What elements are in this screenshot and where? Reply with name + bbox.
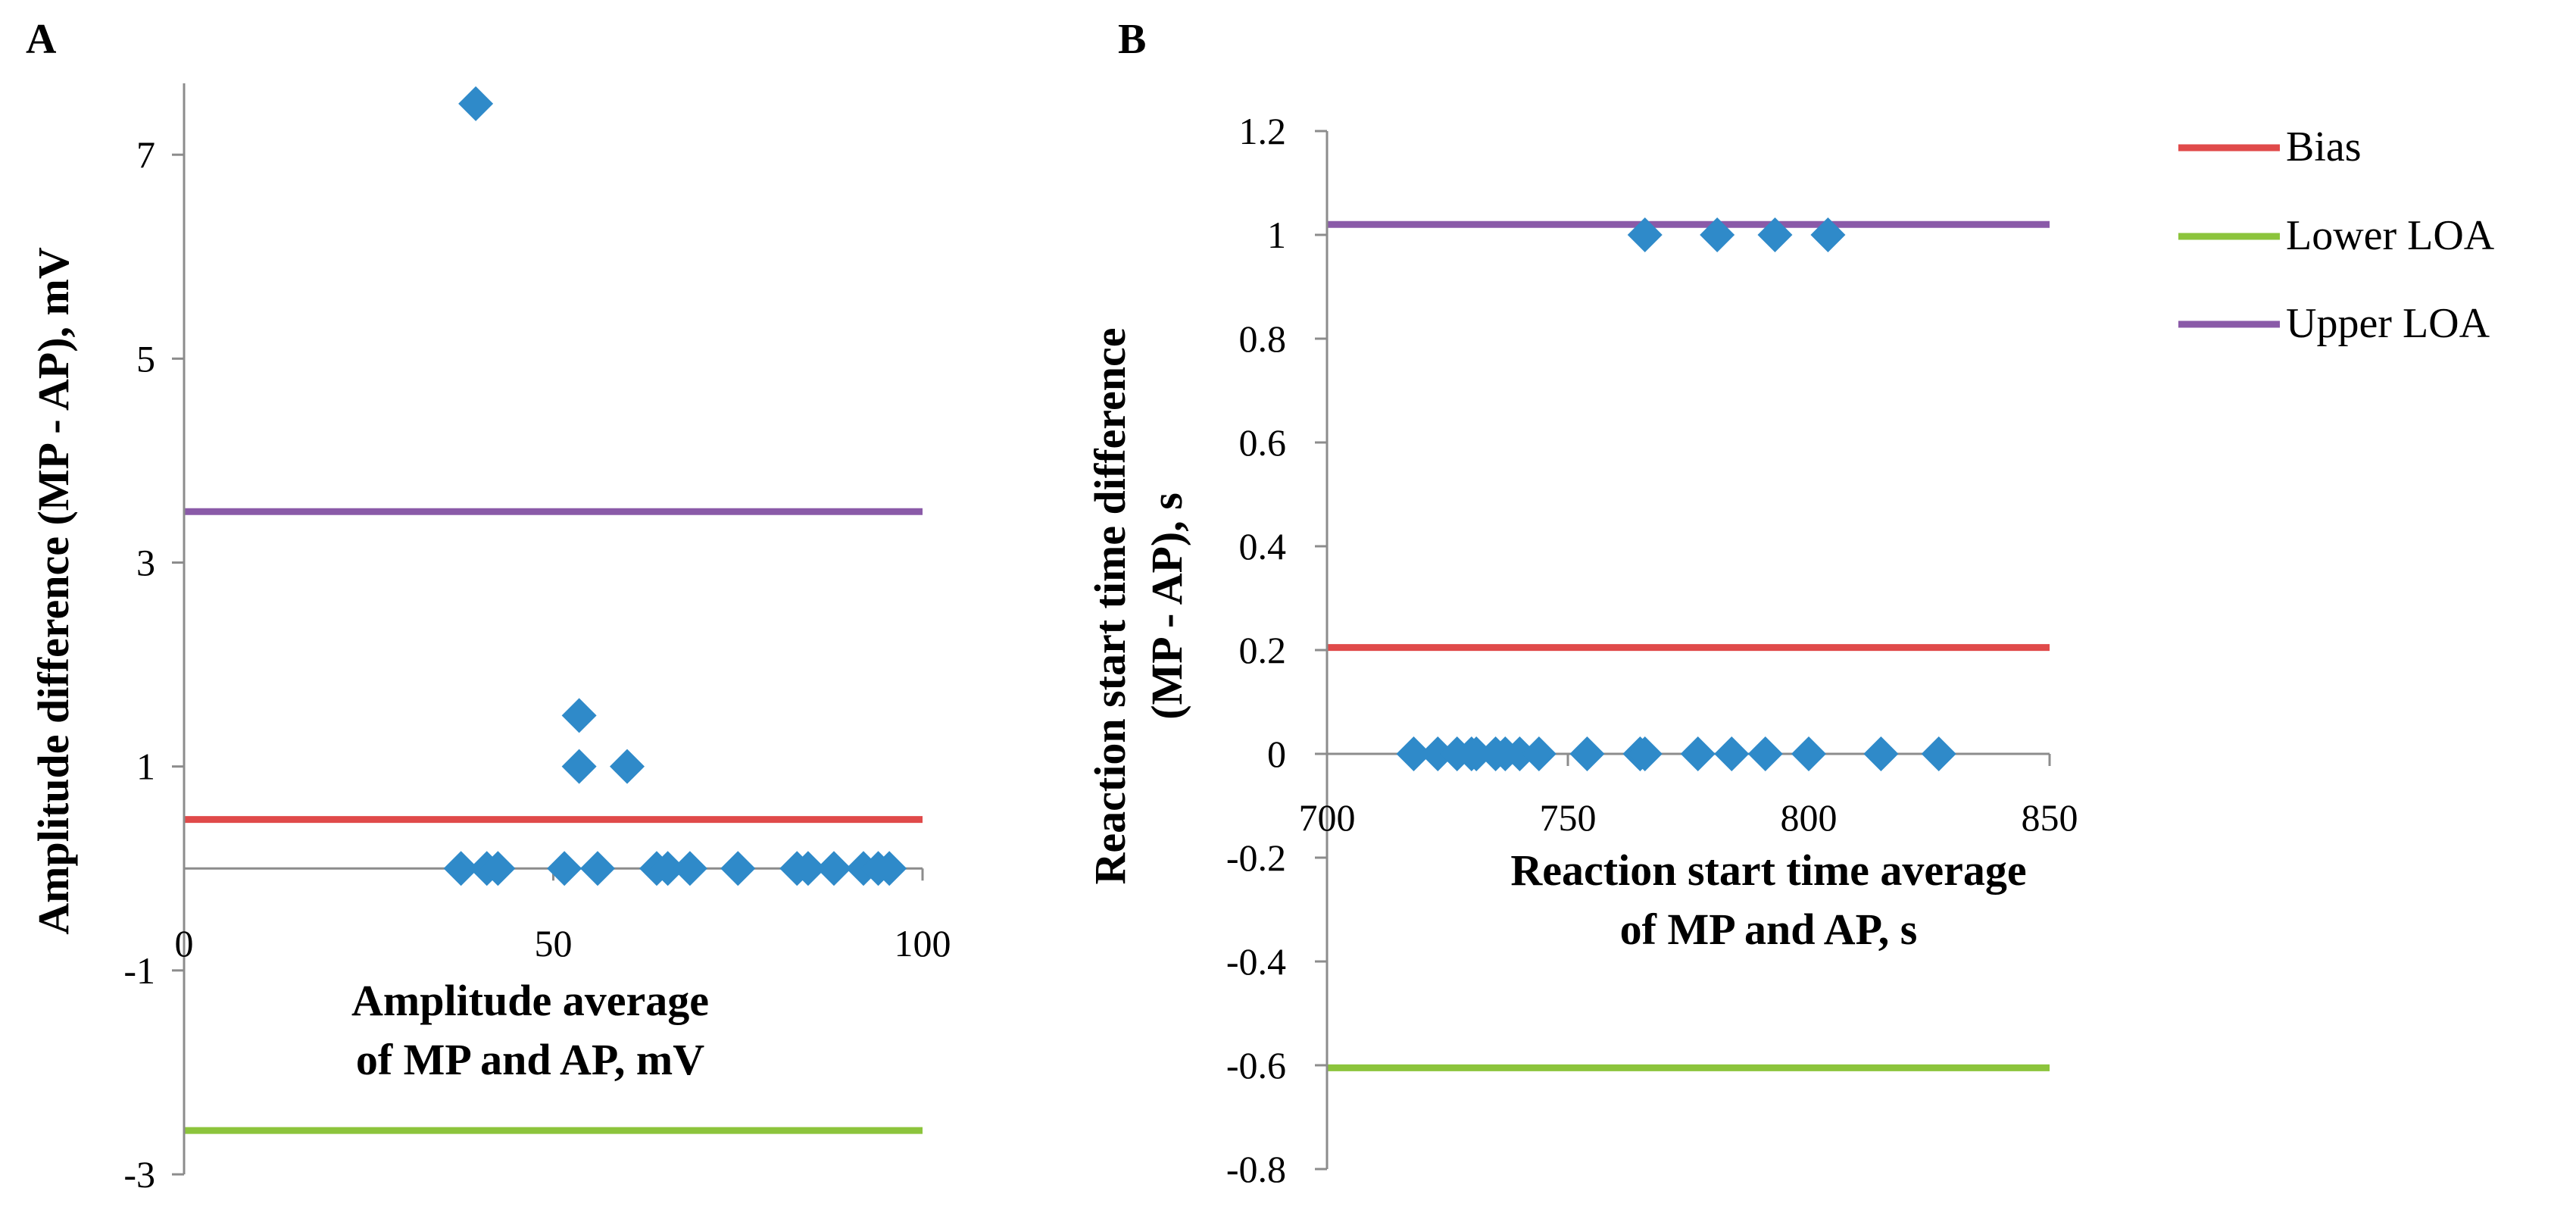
y-tick-label: 7 [136,133,155,176]
panel-b-y-axis-title-line1: Reaction start time difference [1085,328,1135,885]
x-tick-label: 800 [1781,796,1838,839]
y-tick-label: 0.6 [1239,421,1287,464]
legend-label-upper-loa: Upper LOA [2286,300,2490,347]
panel-b-x-axis-title-line2: of MP and AP, s [1620,905,1918,954]
panel-a-label: A [26,16,57,63]
x-tick-label: 100 [895,922,951,964]
data-point [1627,217,1663,252]
y-tick-label: 1 [1267,214,1286,256]
y-tick-label: 0.4 [1239,525,1287,567]
panel-a-y-tick-labels: -3 -1 1 3 5 7 [123,133,184,1196]
data-point [480,851,516,886]
panel-b-data-points [1396,217,1956,771]
data-point [547,851,582,886]
data-point [1757,217,1793,252]
x-tick-label: 850 [2022,796,2078,839]
data-point [443,851,479,886]
panel-b-label: B [1118,16,1146,63]
panel-a-y-axis-title: Amplitude difference (MP - AP), mV [29,247,78,935]
data-point [610,749,645,784]
y-tick-label: 5 [136,337,155,380]
data-point [1747,736,1783,771]
data-point [1921,736,1956,771]
panel-b-y-axis-title-line2: (MP - AP), s [1142,492,1191,720]
y-tick-label: 0.8 [1239,317,1287,360]
panel-a-data-points [443,86,907,886]
y-tick-label: -0.4 [1226,940,1286,983]
panel-b-y-tick-labels: -0.8 -0.6 -0.4 -0.2 0 0.2 0.4 0.6 0.8 1 1.2 [1226,110,1327,1190]
data-point [650,851,685,886]
data-point [1420,736,1456,771]
data-point [1714,736,1750,771]
y-tick-label: -3 [123,1153,155,1196]
y-tick-label: 3 [136,542,155,584]
data-point [1863,736,1899,771]
panel-a-x-axis-title-line2: of MP and AP, mV [356,1035,704,1084]
x-tick-label: 750 [1540,796,1597,839]
y-tick-label: 0 [1267,733,1286,775]
legend: Bias Lower LOA Upper LOA [2178,123,2495,347]
panel-b: B -0.8-0.6-0.4-0.200.20.40.60.811.2 700 7… [1085,16,2078,1190]
y-tick-label: -0.2 [1226,836,1286,879]
data-point [561,698,597,733]
panel-a-x-tick-labels: 0 50 100 [175,868,951,964]
data-point [561,749,597,784]
panel-a: A -3 -1 1 3 5 7 0 50 100 Amplitude average of M… [26,16,951,1196]
y-tick-label: -0.6 [1226,1044,1286,1086]
data-point [720,851,756,886]
y-tick-label: -1 [123,949,155,992]
data-point [1700,217,1735,252]
data-point [1627,736,1663,771]
x-tick-label: 700 [1299,796,1356,839]
data-point [1791,736,1826,771]
data-point [872,851,907,886]
y-tick-label: 1.2 [1239,110,1287,152]
data-point [817,851,851,886]
panel-a-reference-lines [184,508,923,1134]
data-point [1569,736,1605,771]
y-tick-label: -0.8 [1226,1148,1286,1190]
y-tick-label: 0.2 [1239,629,1287,671]
data-point [580,851,615,886]
data-point [1459,736,1494,771]
panel-a-x-axis-title-line1: Amplitude average [351,976,709,1025]
legend-label-lower-loa: Lower LOA [2286,212,2495,259]
panel-b-reference-lines [1327,220,2050,1071]
y-tick-label: 1 [136,746,155,788]
panel-b-x-axis-title-line1: Reaction start time average [1510,846,2026,895]
data-point [1396,736,1432,771]
data-point [458,86,494,121]
panel-b-x-tick-labels: 700 750 800 850 [1299,754,2078,839]
data-point [672,851,707,886]
data-point [1521,736,1557,771]
data-point [1502,736,1538,771]
legend-label-bias: Bias [2286,123,2362,170]
x-tick-label: 50 [535,922,573,964]
x-tick-label: 0 [175,922,194,964]
data-point [1680,736,1716,771]
data-point [790,851,826,886]
data-point [1810,217,1846,252]
